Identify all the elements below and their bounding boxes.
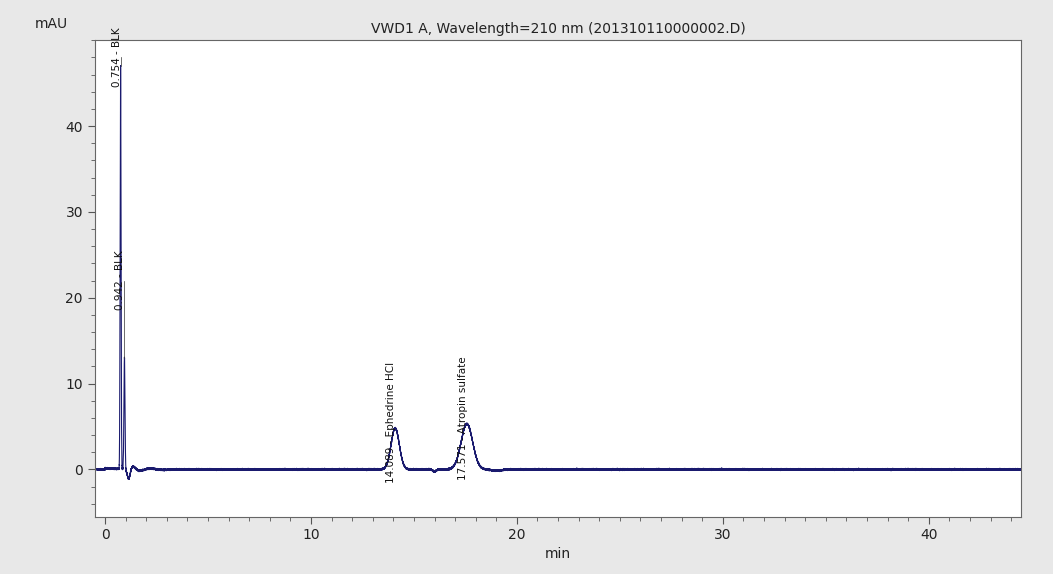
Text: 17.571 - Atropin sulfate: 17.571 - Atropin sulfate — [458, 356, 468, 480]
Text: 0.942 - BLK: 0.942 - BLK — [116, 251, 125, 311]
Text: mAU: mAU — [35, 17, 67, 30]
Title: VWD1 A, Wavelength=210 nm (201310110000002.D): VWD1 A, Wavelength=210 nm (2013101100000… — [371, 22, 746, 36]
Text: 14.089 - Ephedrine HCl: 14.089 - Ephedrine HCl — [386, 362, 396, 483]
Text: 0.754 - BLK: 0.754 - BLK — [112, 28, 122, 87]
X-axis label: min: min — [545, 546, 571, 561]
